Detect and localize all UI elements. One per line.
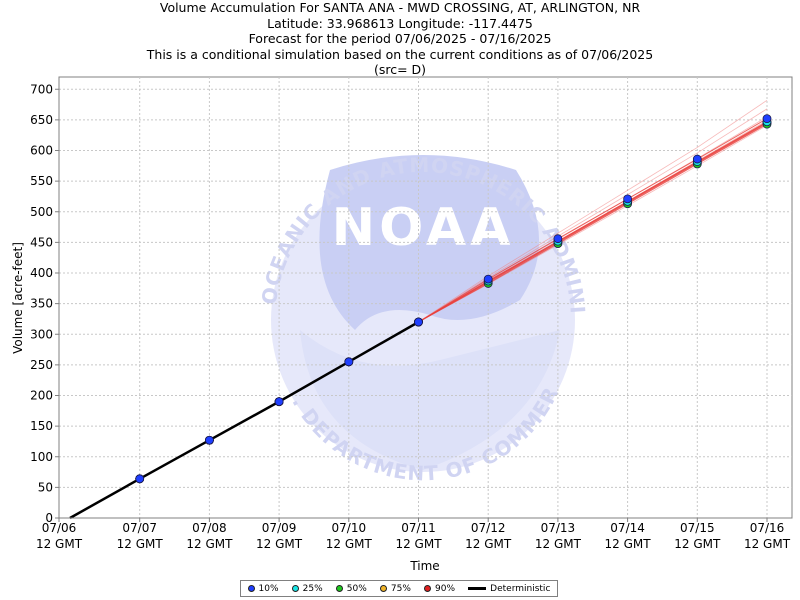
x-tick-label-time: 12 GMT [395, 537, 442, 551]
x-tick-label-time: 12 GMT [605, 537, 652, 551]
deterministic-line [69, 320, 420, 520]
y-tick-label: 200 [30, 389, 53, 403]
x-axis-label: Time [409, 559, 439, 573]
y-tick-label: 0 [45, 511, 53, 525]
x-tick-label-time: 12 GMT [256, 537, 303, 551]
data-point-10 [483, 274, 493, 284]
data-point-10 [204, 435, 214, 445]
x-tick-label-date: 07/12 [471, 521, 506, 535]
data-point-10 [762, 114, 772, 124]
y-tick-label: 350 [30, 297, 53, 311]
legend-item-25: 25% [291, 583, 323, 594]
chart-title: Volume Accumulation For SANTA ANA - MWD … [159, 0, 641, 15]
x-tick-label-date: 07/06 [42, 521, 77, 535]
legend-item-50: 50% [335, 583, 367, 594]
y-tick-label: 300 [30, 327, 53, 341]
noaa-logo-text: NOAA [332, 198, 515, 258]
data-point-10 [553, 234, 563, 244]
y-tick-label: 500 [30, 205, 53, 219]
data-point-10 [274, 397, 284, 407]
data-point-10 [414, 317, 423, 327]
x-tick-label-time: 12 GMT [535, 537, 582, 551]
legend-label-75: 75% [390, 583, 411, 594]
legend-swatch-50 [335, 585, 343, 592]
x-tick-label-time: 12 GMT [674, 537, 721, 551]
x-tick-label-time: 12 GMT [326, 537, 373, 551]
y-axis: 0 50 100 150 200 250 300 350 400 450 500 550 600 650 7… [30, 77, 60, 525]
data-point-10 [623, 194, 632, 204]
data-point-10 [135, 474, 145, 484]
y-tick-label: 50 [38, 480, 53, 494]
legend-label-90: 90% [435, 583, 456, 594]
legend-swatch-25 [291, 585, 299, 592]
legend-label-25: 25% [302, 583, 323, 594]
legend-item-90: 90% [424, 584, 455, 594]
chart-legend: 10% 25% 50% 75% 90% Deterministic [240, 580, 558, 597]
legend-label-50: 50% [346, 583, 367, 594]
y-tick-label: 450 [30, 235, 53, 249]
y-axis-label: Volume [acre-feet] [11, 242, 25, 354]
chart-subtitle-location: Latitude: 33.968613 Longitude: -117.4475 [267, 15, 533, 31]
legend-swatch-75 [379, 585, 387, 592]
x-axis: 07/06 12 GMT 07/07 12 GMT 07/08 12 GMT 07/09 12… [36, 517, 792, 551]
x-tick-label-date: 07/14 [610, 521, 645, 535]
chart-subtitle-source: (src= D) [373, 62, 427, 77]
y-tick-label: 650 [30, 113, 53, 127]
chart-subtitle-condition: This is a conditional simulation based o… [146, 46, 654, 62]
x-tick-label-date: 07/15 [680, 521, 715, 535]
grid-lines [59, 77, 792, 518]
x-tick-label-time: 12 GMT [36, 537, 83, 551]
legend-swatch-90 [424, 585, 432, 592]
y-tick-label: 100 [30, 450, 53, 464]
legend-item-10: 10% [247, 583, 279, 594]
y-tick-label: 700 [30, 82, 53, 96]
legend-swatch-10 [247, 585, 255, 592]
y-tick-label: 150 [30, 419, 53, 433]
x-tick-label-date: 07/07 [122, 521, 157, 535]
x-tick-label-date: 07/16 [750, 521, 785, 535]
legend-label-10: 10% [258, 583, 279, 594]
x-tick-label-time: 12 GMT [744, 537, 791, 551]
x-tick-label-date: 07/09 [262, 521, 297, 535]
y-tick-label: 550 [30, 174, 53, 188]
x-tick-label-date: 07/11 [401, 521, 436, 535]
x-tick-label-time: 12 GMT [186, 537, 233, 551]
legend-swatch-deterministic [468, 587, 487, 590]
y-tick-label: 250 [30, 358, 53, 372]
x-tick-label-time: 12 GMT [117, 537, 164, 551]
x-tick-label-date: 07/08 [192, 521, 227, 535]
y-tick-label: 400 [30, 266, 53, 280]
data-point-10 [344, 357, 354, 367]
data-point-10 [692, 154, 702, 164]
legend-item-75: 75% [379, 583, 411, 594]
x-tick-label-date: 07/10 [332, 521, 367, 535]
series-points [135, 114, 772, 484]
y-tick-label: 600 [30, 144, 53, 158]
x-tick-label-date: 07/13 [541, 521, 576, 535]
legend-item-deterministic: Deterministic [468, 584, 550, 594]
chart-subtitle-period: Forecast for the period 07/06/2025 - 07/… [248, 31, 552, 46]
legend-label-deterministic: Deterministic [490, 583, 551, 594]
x-tick-label-time: 12 GMT [465, 537, 512, 551]
chart-titles: Volume Accumulation For SANTA ANA - MWD … [0, 0, 800, 78]
